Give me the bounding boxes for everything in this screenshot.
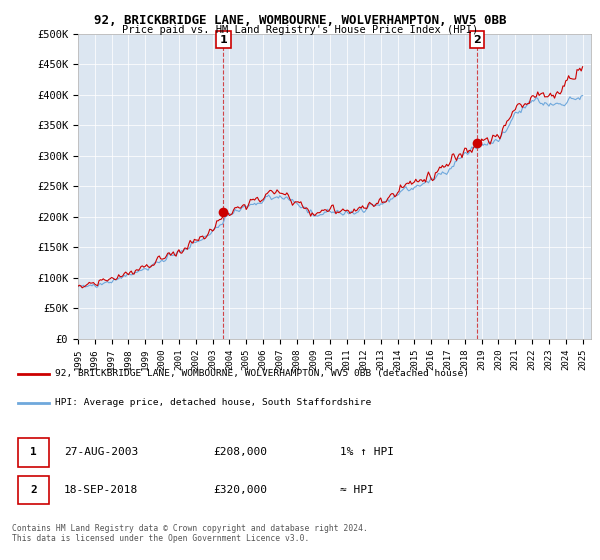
FancyBboxPatch shape (18, 476, 49, 504)
Text: 92, BRICKBRIDGE LANE, WOMBOURNE, WOLVERHAMPTON, WV5 0BB: 92, BRICKBRIDGE LANE, WOMBOURNE, WOLVERH… (94, 14, 506, 27)
FancyBboxPatch shape (18, 438, 49, 466)
Text: £320,000: £320,000 (214, 485, 268, 495)
Text: 92, BRICKBRIDGE LANE, WOMBOURNE, WOLVERHAMPTON, WV5 0BB (detached house): 92, BRICKBRIDGE LANE, WOMBOURNE, WOLVERH… (55, 370, 469, 379)
Text: 18-SEP-2018: 18-SEP-2018 (64, 485, 138, 495)
Text: 2: 2 (473, 35, 481, 45)
Text: 1: 1 (30, 447, 37, 458)
Text: Contains HM Land Registry data © Crown copyright and database right 2024.
This d: Contains HM Land Registry data © Crown c… (12, 524, 368, 543)
Text: Price paid vs. HM Land Registry's House Price Index (HPI): Price paid vs. HM Land Registry's House … (122, 25, 478, 35)
Text: 27-AUG-2003: 27-AUG-2003 (64, 447, 138, 458)
Text: 1: 1 (220, 35, 227, 45)
Text: ≈ HPI: ≈ HPI (340, 485, 374, 495)
Text: 1% ↑ HPI: 1% ↑ HPI (340, 447, 394, 458)
Text: HPI: Average price, detached house, South Staffordshire: HPI: Average price, detached house, Sout… (55, 398, 371, 407)
Text: 2: 2 (30, 485, 37, 495)
Text: £208,000: £208,000 (214, 447, 268, 458)
